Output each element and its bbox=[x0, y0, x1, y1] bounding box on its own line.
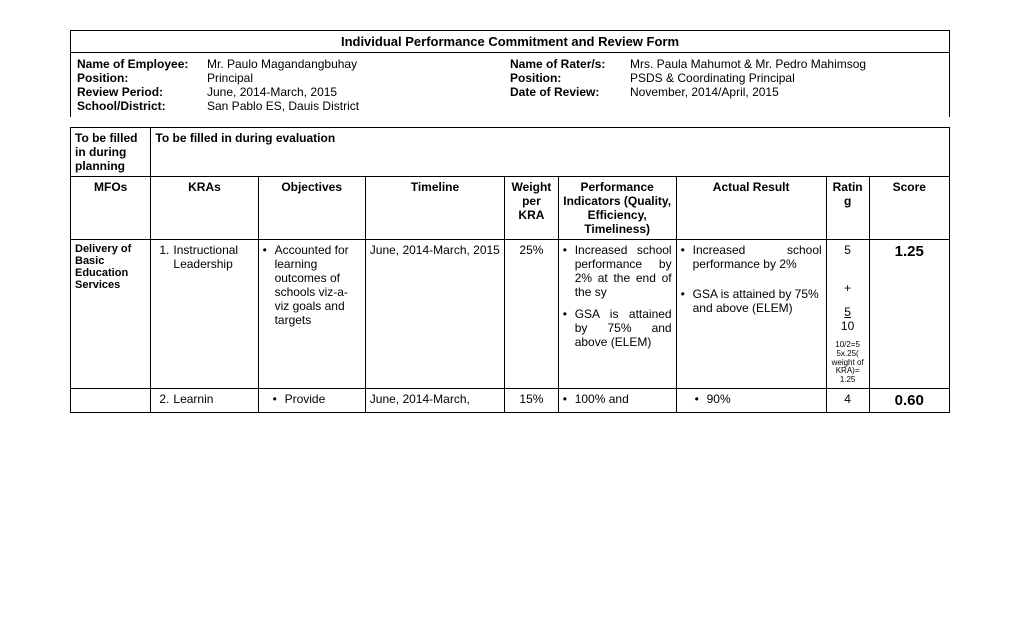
position2-label: Position: bbox=[510, 71, 630, 85]
score-cell: 1.25 bbox=[869, 240, 949, 389]
kra-text: Instructional Leadership bbox=[173, 243, 253, 271]
timeline-cell: June, 2014-March, 2015 bbox=[365, 240, 504, 389]
weight-cell: 25% bbox=[505, 240, 559, 389]
kra-num-2: 2. bbox=[155, 392, 173, 406]
score-cell-2: 0.60 bbox=[869, 388, 949, 412]
indicators-cell: • Increased school performance by 2% at … bbox=[558, 240, 676, 389]
bullet: • bbox=[563, 243, 575, 257]
col-kras: KRAs bbox=[151, 177, 258, 240]
rating-5-top: 5 bbox=[831, 243, 865, 257]
col-mfos: MFOs bbox=[71, 177, 151, 240]
review-period-value: June, 2014-March, 2015 bbox=[207, 85, 510, 99]
objective-cell-2: • Provide bbox=[258, 388, 365, 412]
employee-label: Name of Employee: bbox=[77, 57, 207, 71]
school-label: School/District: bbox=[77, 99, 207, 113]
col-indicators: Performance Indicators (Quality, Efficie… bbox=[558, 177, 676, 240]
bullet: • bbox=[273, 392, 285, 406]
indicator-1: Increased school performance by 2% at th… bbox=[575, 243, 672, 299]
kra-num: 1. bbox=[155, 243, 173, 257]
kra-cell: 1. Instructional Leadership bbox=[151, 240, 258, 389]
school-value: San Pablo ES, Dauis District bbox=[207, 99, 510, 113]
objective-text: Accounted for learning outcomes of schoo… bbox=[275, 243, 361, 327]
rater-label: Name of Rater/s: bbox=[510, 57, 630, 71]
bullet: • bbox=[695, 392, 707, 406]
actual-cell: • Increased school performance by 2% • G… bbox=[676, 240, 826, 389]
rating-cell-2: 4 bbox=[826, 388, 869, 412]
rating-10: 10 bbox=[831, 319, 865, 333]
col-actual: Actual Result bbox=[676, 177, 826, 240]
header-row: MFOs KRAs Objectives Timeline Weight per… bbox=[71, 177, 950, 240]
rating-plus: + bbox=[831, 281, 865, 295]
employee-value: Mr. Paulo Magandangbuhay bbox=[207, 57, 510, 71]
mfo-cell: Delivery of Basic Education Services bbox=[71, 240, 151, 389]
col-weight: Weight per KRA bbox=[505, 177, 559, 240]
actual-2: GSA is attained by 75% and above (ELEM) bbox=[693, 287, 822, 315]
col-timeline: Timeline bbox=[365, 177, 504, 240]
rating-calc-4: KRA)= 1.25 bbox=[831, 367, 865, 385]
kra-text-2: Learnin bbox=[173, 392, 253, 406]
position2-value: PSDS & Coordinating Principal bbox=[630, 71, 943, 85]
bullet: • bbox=[563, 392, 575, 406]
review-date-value: November, 2014/April, 2015 bbox=[630, 85, 943, 99]
position-label: Position: bbox=[77, 71, 207, 85]
timeline-cell-2: June, 2014-March, bbox=[365, 388, 504, 412]
col-rating: Rating bbox=[826, 177, 869, 240]
instruction-row: To be filled in during planning To be fi… bbox=[71, 128, 950, 177]
indicator-2-1: 100% and bbox=[575, 392, 672, 406]
objective-text-2: Provide bbox=[285, 392, 361, 406]
review-date-label: Date of Review: bbox=[510, 85, 630, 99]
rater-value: Mrs. Paula Mahumot & Mr. Pedro Mahimsog bbox=[630, 57, 943, 71]
actual-1: Increased school performance by 2% bbox=[693, 243, 822, 271]
rating-5-u: 5 bbox=[831, 305, 865, 319]
main-table: To be filled in during planning To be fi… bbox=[70, 127, 950, 413]
data-row-1: Delivery of Basic Education Services 1. … bbox=[71, 240, 950, 389]
mfo-cell-2 bbox=[71, 388, 151, 412]
bullet: • bbox=[563, 307, 575, 321]
data-row-2: 2. Learnin • Provide June, 2014-March, 1… bbox=[71, 388, 950, 412]
review-period-label: Review Period: bbox=[77, 85, 207, 99]
form-title: Individual Performance Commitment and Re… bbox=[70, 30, 950, 52]
col-objectives: Objectives bbox=[258, 177, 365, 240]
evaluation-instruction: To be filled in during evaluation bbox=[151, 128, 950, 177]
actual-cell-2: • 90% bbox=[676, 388, 826, 412]
planning-instruction: To be filled in during planning bbox=[71, 128, 151, 177]
col-score: Score bbox=[869, 177, 949, 240]
actual-2-1: 90% bbox=[707, 392, 822, 406]
header-info: Name of Employee: Mr. Paulo Magandangbuh… bbox=[70, 52, 950, 117]
weight-cell-2: 15% bbox=[505, 388, 559, 412]
indicator-2: GSA is attained by 75% and above (ELEM) bbox=[575, 307, 672, 349]
objective-cell: • Accounted for learning outcomes of sch… bbox=[258, 240, 365, 389]
indicators-cell-2: • 100% and bbox=[558, 388, 676, 412]
bullet: • bbox=[263, 243, 275, 257]
bullet: • bbox=[681, 243, 693, 257]
kra-cell-2: 2. Learnin bbox=[151, 388, 258, 412]
position-value: Principal bbox=[207, 71, 510, 85]
rating-cell: 5 + 5 10 10/2=5 5x.25( weight of KRA)= 1… bbox=[826, 240, 869, 389]
bullet: • bbox=[681, 287, 693, 301]
